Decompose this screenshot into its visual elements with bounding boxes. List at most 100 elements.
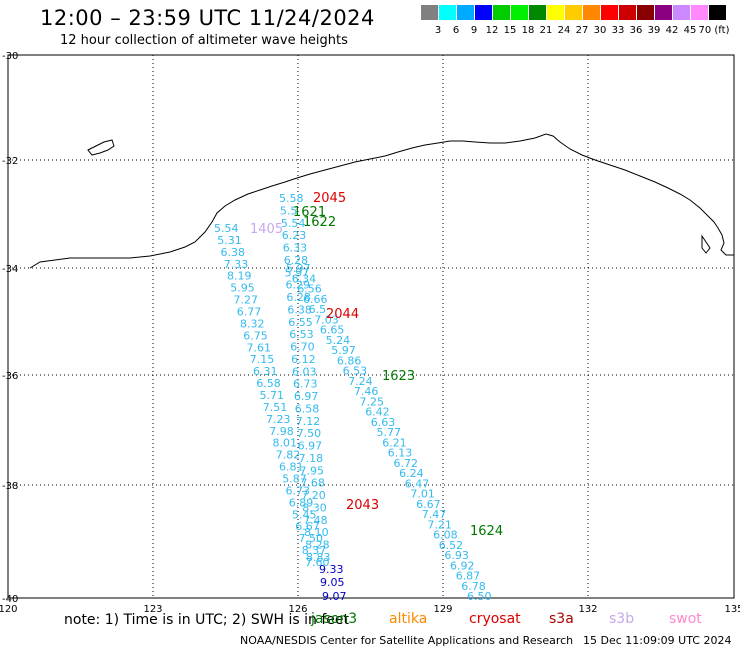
wave-height-value: 8.83 bbox=[306, 551, 331, 564]
longitude-labels: 120 123 126 129 132 135 bbox=[0, 604, 740, 615]
longitude-label: 135 bbox=[724, 604, 740, 615]
wave-height-value: 5.45 bbox=[292, 508, 317, 521]
wave-height-value: 6.34 bbox=[292, 272, 317, 285]
wave-height-value: 6.47 bbox=[405, 477, 430, 490]
colorbar-swatch bbox=[547, 5, 564, 20]
pass-time-label: 1622 bbox=[303, 215, 336, 230]
wave-height-value: 6.58 bbox=[256, 377, 281, 390]
legend-item-altika: altika bbox=[389, 611, 428, 627]
pass-time-label: 2043 bbox=[346, 498, 379, 513]
wave-height-value: 6.56 bbox=[297, 283, 322, 296]
wave-height-value: 7.15 bbox=[250, 353, 274, 366]
wave-height-value: 6.42 bbox=[365, 406, 390, 419]
wave-height-value: 6.81 bbox=[279, 461, 304, 474]
wave-height-value: 6.03 bbox=[292, 365, 317, 378]
wave-height-value: 6.28 bbox=[286, 291, 311, 304]
wave-height-value: 7.50 bbox=[299, 532, 324, 545]
colorbar-swatch bbox=[529, 5, 546, 20]
colorbar-label: 6 bbox=[452, 25, 460, 36]
colorbar-swatch bbox=[601, 5, 618, 20]
wave-height-value: 6.97 bbox=[294, 390, 319, 403]
colorbar-label: 18 bbox=[521, 25, 535, 36]
wave-height-value: 6.67 bbox=[295, 520, 320, 533]
wave-height-value: 6.28 bbox=[284, 254, 309, 267]
map-frame bbox=[7, 54, 735, 599]
longitude-label: 132 bbox=[578, 604, 597, 615]
wave-height-value: 6.63 bbox=[371, 416, 396, 429]
pass-time-label: 1621 bbox=[293, 205, 326, 220]
wave-height-value: 7.50 bbox=[297, 427, 322, 440]
latitude-label: -40 bbox=[2, 594, 18, 605]
wave-height-value: 7.33 bbox=[224, 258, 249, 271]
colorbar-label: 45 bbox=[683, 25, 697, 36]
longitude-label: 120 bbox=[0, 604, 18, 615]
wave-height-value: 7.21 bbox=[427, 518, 452, 531]
wave-height-value: 7.20 bbox=[301, 489, 326, 502]
latitude-label: -38 bbox=[2, 481, 18, 492]
colorbar-swatch bbox=[709, 5, 726, 20]
created-timestamp: 15 Dec 11:09:09 UTC 2024 bbox=[583, 634, 732, 647]
wave-height-value: 6.31 bbox=[253, 365, 278, 378]
graticule bbox=[8, 55, 734, 598]
wave-height-value: 7.18 bbox=[299, 452, 324, 465]
page-subtitle: 12 hour collection of altimeter wave hei… bbox=[60, 33, 348, 48]
wave-height-value: 7.82 bbox=[276, 449, 301, 462]
pass-time-label: 1623 bbox=[382, 369, 415, 384]
wave-height-value: 5.95 bbox=[230, 282, 255, 295]
wave-height-value: 5.87 bbox=[282, 473, 307, 486]
colorbar-label: 9 bbox=[470, 25, 478, 36]
wave-height-value: 7.68 bbox=[300, 477, 325, 490]
wave-height-value-high: 9.05 bbox=[320, 576, 345, 589]
colorbar-swatch bbox=[511, 5, 528, 20]
wave-height-value: 5.97 bbox=[331, 344, 356, 357]
wave-height-value: 7.60 bbox=[305, 556, 330, 569]
wave-height-value: 7.61 bbox=[247, 341, 272, 354]
colorbar-swatch bbox=[637, 5, 654, 20]
colorbar-label: 42 bbox=[665, 25, 679, 36]
colorbar-label: 30 bbox=[593, 25, 607, 36]
australia-south-coast bbox=[29, 133, 734, 269]
wave-height-value: 5.5 bbox=[280, 204, 298, 217]
wave-height-value: 6.55 bbox=[288, 316, 313, 329]
wave-height-value: 6.86 bbox=[337, 354, 362, 367]
colorbar-label: 15 bbox=[503, 25, 517, 36]
wave-height-value: 8.28 bbox=[305, 539, 330, 552]
wave-height-value: 6.52 bbox=[439, 539, 464, 552]
wave-height-value: 7.12 bbox=[296, 415, 321, 428]
altimeter-tracks: 5.545.316.387.338.195.957.276.778.326.75… bbox=[214, 192, 492, 603]
colorbar-swatch bbox=[619, 5, 636, 20]
longitude-label: 129 bbox=[433, 604, 452, 615]
credit-text: NOAA/NESDIS Center for Satellite Applica… bbox=[240, 634, 574, 647]
wave-height-value: 6.38 bbox=[287, 303, 312, 316]
colorbar-swatch bbox=[655, 5, 672, 20]
latitude-label: -36 bbox=[2, 371, 18, 382]
colorbar-swatch bbox=[583, 5, 600, 20]
colorbar-label: 21 bbox=[539, 25, 553, 36]
legend-item-s3a: s3a bbox=[549, 611, 574, 627]
wave-height-value: 5.58 bbox=[279, 192, 304, 205]
wave-height-value: 6.89 bbox=[289, 496, 314, 509]
wave-height-value-high: 9.07 bbox=[322, 590, 347, 603]
wave-height-value: 6.72 bbox=[394, 457, 419, 470]
wave-height-value: 8.01 bbox=[273, 437, 298, 450]
wave-height-value: 5.31 bbox=[217, 234, 242, 247]
colorbar-label: 24 bbox=[557, 25, 571, 36]
wave-height-value: 6.21 bbox=[382, 436, 407, 449]
wave-height-value: 7.23 bbox=[266, 413, 291, 426]
wave-height-value: 6.65 bbox=[320, 324, 345, 337]
colorbar-swatch bbox=[457, 5, 474, 20]
wave-height-value: 7.48 bbox=[303, 514, 328, 527]
wave-height-value: 7.46 bbox=[354, 385, 379, 398]
wave-height-value: 6.29 bbox=[286, 279, 311, 292]
colorbar-label: 70 (ft) bbox=[698, 25, 730, 36]
wave-height-value: 6.12 bbox=[291, 353, 316, 366]
wave-height-value: 6.73 bbox=[293, 378, 318, 391]
satellite-legend: jason3 altika cryosat s3a s3b swot bbox=[0, 611, 740, 631]
colorbar-swatch bbox=[673, 5, 690, 20]
wave-height-value: 6.08 bbox=[433, 529, 458, 542]
wave-height-value: 5.24 bbox=[326, 334, 351, 347]
colorbar-label: 39 bbox=[647, 25, 661, 36]
wave-height-value: 7.98 bbox=[269, 425, 294, 438]
wave-height-value: 6.92 bbox=[450, 559, 475, 572]
